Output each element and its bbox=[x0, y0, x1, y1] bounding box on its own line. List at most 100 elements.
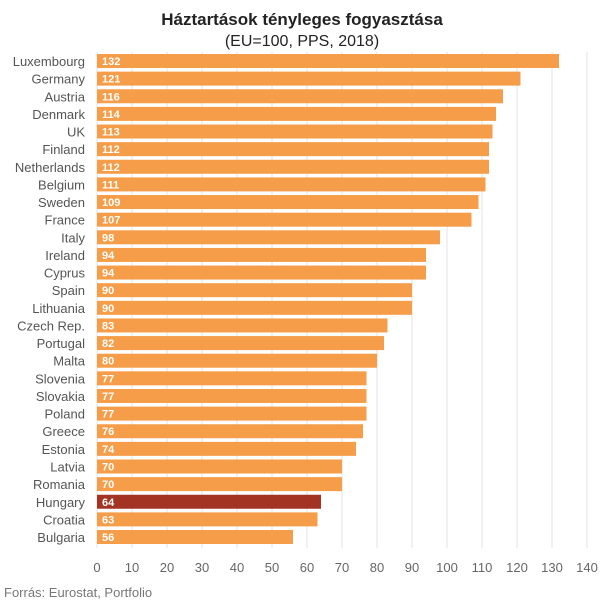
bar-value-label: 107 bbox=[102, 215, 120, 227]
x-tick-label: 60 bbox=[300, 560, 314, 575]
bar-value-label: 90 bbox=[102, 285, 114, 297]
bar-value-label: 111 bbox=[102, 179, 119, 191]
bar-value-label: 116 bbox=[102, 91, 120, 103]
bar-value-label: 109 bbox=[102, 197, 120, 209]
bar bbox=[97, 477, 342, 492]
category-label: Croatia bbox=[43, 512, 86, 527]
category-label: Estonia bbox=[42, 442, 86, 457]
bar bbox=[97, 336, 384, 351]
bar bbox=[97, 371, 367, 386]
category-label: Ireland bbox=[45, 248, 85, 263]
category-label: Austria bbox=[45, 89, 86, 104]
category-label: Italy bbox=[61, 230, 85, 245]
category-label: Slovakia bbox=[36, 389, 86, 404]
bar-value-label: 77 bbox=[102, 373, 114, 385]
category-label: Lithuania bbox=[32, 301, 86, 316]
category-label: Luxembourg bbox=[13, 54, 85, 69]
category-label: Denmark bbox=[32, 107, 85, 122]
bar bbox=[97, 106, 496, 121]
category-label: Belgium bbox=[38, 177, 85, 192]
bar bbox=[97, 142, 489, 157]
bar bbox=[97, 530, 293, 545]
bar bbox=[97, 177, 486, 192]
bars: 132 121 116 114 113 112 112 111 109 107 98 94 94 90 90… bbox=[97, 54, 559, 545]
bar-value-label: 98 bbox=[102, 232, 114, 244]
bar-value-label: 112 bbox=[102, 144, 120, 156]
bar-value-label: 76 bbox=[102, 426, 114, 438]
bar bbox=[97, 265, 426, 280]
x-tick-label: 20 bbox=[160, 560, 174, 575]
category-labels: Luxembourg Germany Austria Denmark UK Finland… bbox=[13, 54, 86, 545]
x-tick-label: 140 bbox=[576, 560, 598, 575]
x-tick-label: 100 bbox=[436, 560, 458, 575]
category-label: France bbox=[45, 213, 85, 228]
category-label: Czech Rep. bbox=[17, 318, 85, 333]
bar-value-label: 113 bbox=[102, 127, 120, 139]
category-label: Malta bbox=[53, 354, 86, 369]
x-tick-label: 90 bbox=[405, 560, 419, 575]
bar-value-label: 70 bbox=[102, 479, 114, 491]
x-axis-ticks: 0 10 20 30 40 50 60 70 80 90 100 110 120 130 140 bbox=[93, 560, 597, 575]
x-tick-label: 0 bbox=[93, 560, 100, 575]
bar-value-label: 77 bbox=[102, 409, 114, 421]
category-label: Germany bbox=[32, 72, 86, 87]
category-label: Netherlands bbox=[15, 160, 86, 175]
category-label: Greece bbox=[42, 424, 85, 439]
category-label: Hungary bbox=[36, 495, 86, 510]
category-label: Portugal bbox=[37, 336, 86, 351]
bar bbox=[97, 388, 367, 403]
x-tick-label: 40 bbox=[230, 560, 244, 575]
category-label: UK bbox=[67, 125, 85, 140]
bar-value-label: 94 bbox=[102, 250, 115, 262]
bar bbox=[97, 406, 367, 421]
category-label: Poland bbox=[45, 407, 85, 422]
bar bbox=[97, 124, 493, 139]
bar-value-label: 83 bbox=[102, 320, 114, 332]
bar-value-label: 77 bbox=[102, 391, 114, 403]
bar-value-label: 112 bbox=[102, 162, 120, 174]
bar-value-label: 132 bbox=[102, 56, 120, 68]
bar-value-label: 70 bbox=[102, 461, 114, 473]
bar bbox=[97, 195, 479, 210]
bar bbox=[97, 89, 503, 104]
category-label: Bulgaria bbox=[37, 530, 85, 545]
bar bbox=[97, 283, 412, 298]
bar bbox=[97, 494, 321, 509]
bar-value-label: 121 bbox=[102, 74, 120, 86]
bar-value-label: 74 bbox=[102, 444, 115, 456]
bar bbox=[97, 424, 363, 439]
x-tick-label: 120 bbox=[506, 560, 528, 575]
bar-value-label: 90 bbox=[102, 303, 114, 315]
bar bbox=[97, 159, 489, 174]
category-label: Finland bbox=[42, 142, 85, 157]
bar bbox=[97, 441, 356, 456]
bar bbox=[97, 230, 440, 245]
category-label: Slovenia bbox=[35, 371, 86, 386]
bar-value-label: 63 bbox=[102, 514, 114, 526]
x-tick-label: 70 bbox=[335, 560, 349, 575]
bar bbox=[97, 459, 342, 474]
x-tick-label: 130 bbox=[541, 560, 563, 575]
bar-value-label: 82 bbox=[102, 338, 114, 350]
bar-value-label: 56 bbox=[102, 532, 114, 544]
x-tick-label: 50 bbox=[265, 560, 279, 575]
bar bbox=[97, 212, 472, 227]
bar bbox=[97, 512, 318, 527]
source-note: Forrás: Eurostat, Portfolio bbox=[4, 585, 152, 600]
category-label: Latvia bbox=[50, 459, 85, 474]
bar-value-label: 94 bbox=[102, 268, 115, 280]
x-tick-label: 110 bbox=[472, 560, 493, 575]
x-tick-label: 10 bbox=[125, 560, 139, 575]
category-label: Cyprus bbox=[44, 266, 86, 281]
bar bbox=[97, 353, 377, 368]
chart-subtitle: (EU=100, PPS, 2018) bbox=[225, 33, 379, 50]
bar-value-label: 114 bbox=[102, 109, 121, 121]
category-label: Spain bbox=[52, 283, 85, 298]
x-tick-label: 80 bbox=[370, 560, 384, 575]
category-label: Romania bbox=[33, 477, 86, 492]
bar-value-label: 64 bbox=[102, 497, 115, 509]
bar bbox=[97, 300, 412, 315]
chart-title: Háztartások tényleges fogyasztása bbox=[161, 10, 443, 29]
bar bbox=[97, 318, 388, 333]
